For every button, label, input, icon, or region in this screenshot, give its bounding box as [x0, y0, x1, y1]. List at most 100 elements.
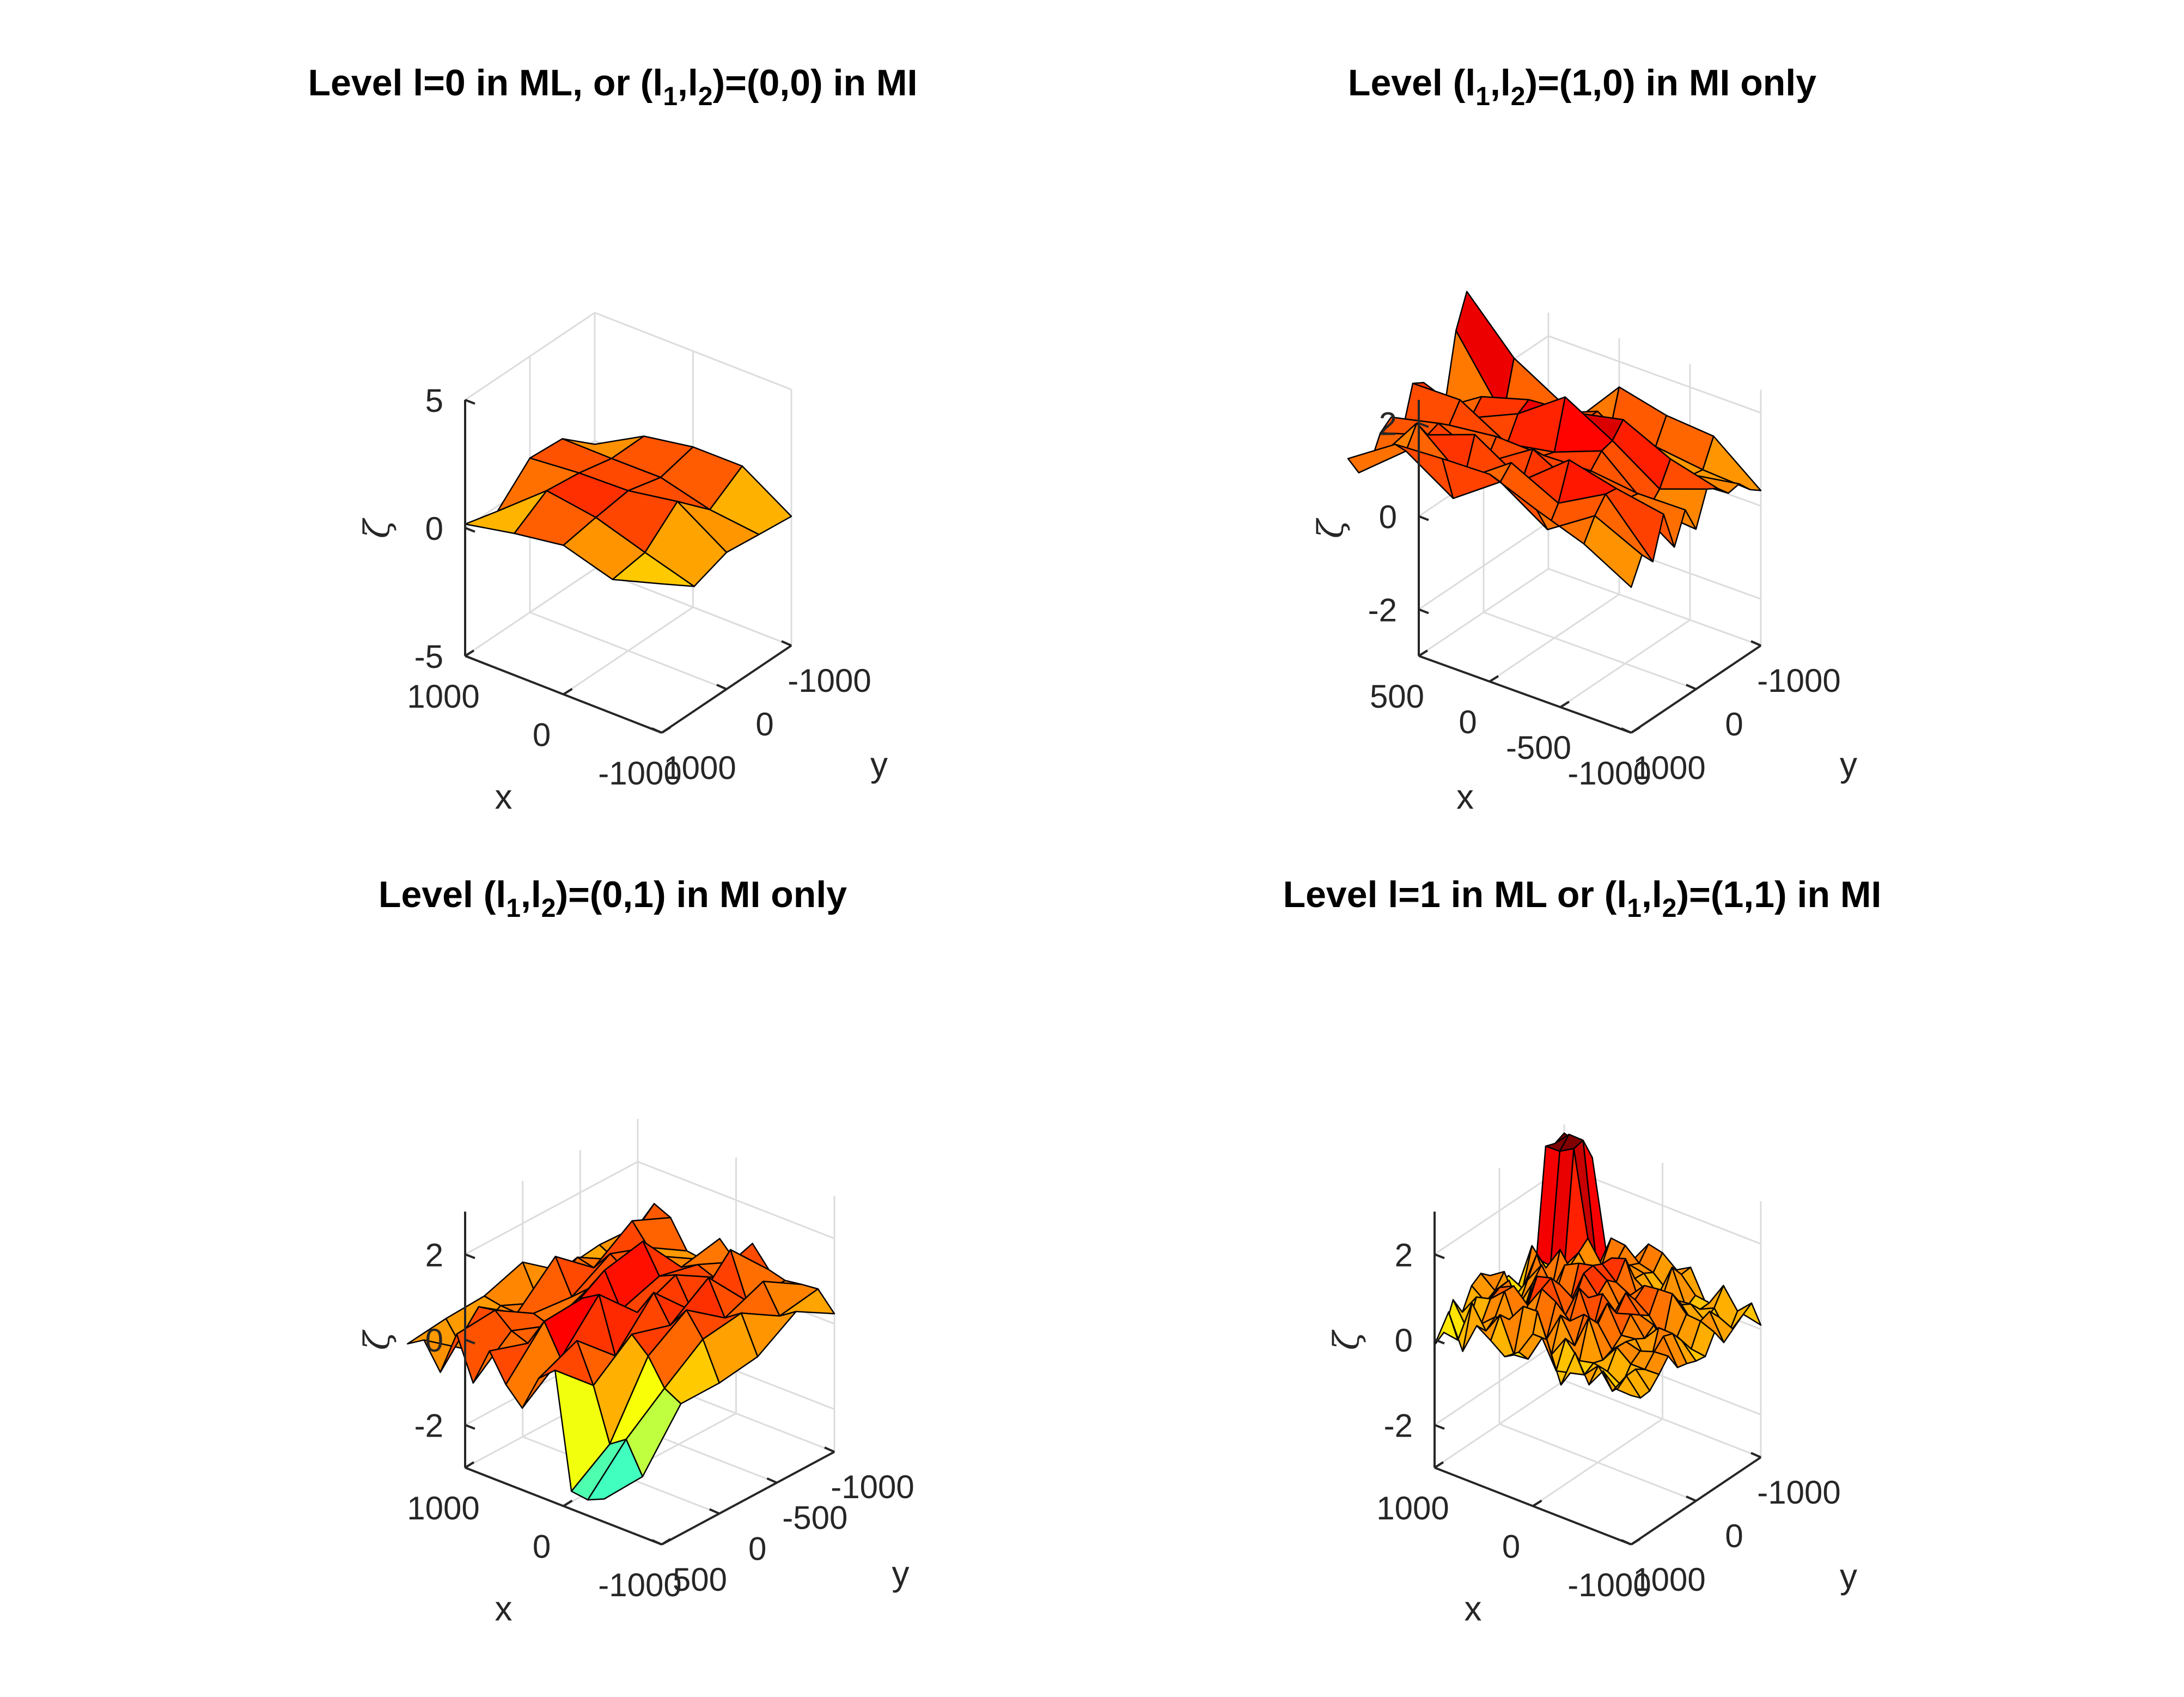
surface-patch [1583, 515, 1643, 588]
surface [407, 1203, 835, 1501]
z-tick-label: -2 [1368, 592, 1397, 629]
z-tick [1434, 1253, 1445, 1260]
y-axis-line [661, 1451, 835, 1546]
x-tick-label: -1000 [1567, 1567, 1651, 1603]
y-tick-label: 0 [748, 1530, 766, 1567]
x-tick [464, 1461, 475, 1469]
x-tick [661, 1538, 672, 1546]
y-tick [651, 727, 662, 734]
x-tick [1630, 726, 1641, 734]
y-tick [1750, 640, 1761, 647]
title-sub2: 2 [541, 894, 556, 923]
z-tick [1434, 1339, 1445, 1345]
x-tick-label: -1000 [598, 1567, 681, 1603]
x-tick-label: 0 [533, 1529, 551, 1565]
y-tick [1621, 1539, 1632, 1546]
x-tick-label: 0 [1502, 1529, 1520, 1565]
x-tick-label: 0 [533, 717, 551, 753]
x-tick [563, 1499, 573, 1507]
z-tick-label: 0 [1379, 499, 1397, 536]
y-axis-label: y [1840, 745, 1857, 784]
y-tick-label: -1000 [1757, 662, 1840, 699]
x-tick-label: 1000 [1376, 1490, 1449, 1526]
y-tick [1686, 684, 1697, 690]
z-tick-label: 2 [1379, 406, 1397, 442]
z-tick [465, 1424, 475, 1430]
y-tick-label: 0 [1725, 1518, 1743, 1554]
y-tick-label: 0 [1725, 706, 1743, 743]
y-axis-label: y [1840, 1556, 1857, 1596]
title-mid: ,l [678, 62, 698, 104]
y-tick-label: 500 [673, 1561, 727, 1598]
title-tail: )=(1,0) in MI only [1525, 62, 1816, 104]
x-tick [1433, 1461, 1444, 1469]
y-gridline [1498, 1168, 1697, 1502]
y-tick-label: -1000 [831, 1469, 914, 1505]
z-tick [465, 655, 475, 661]
subplot-title: Level (l1,l2)=(1,0) in MI only [1348, 62, 1816, 111]
subplot-title: Level l=1 in ML or (l1,l2)=(1,1) in MI [1283, 874, 1882, 923]
title-main: Level l=1 in ML or (l [1283, 874, 1627, 915]
title-sub1: 1 [1475, 82, 1490, 111]
z-tick [1434, 1424, 1445, 1430]
x-tick [1418, 649, 1429, 657]
z-axis-label: ζ [1327, 1329, 1367, 1350]
y-tick [1686, 1495, 1697, 1502]
y-tick [824, 1446, 835, 1453]
title-tail: )=(0,1) in MI only [556, 874, 847, 915]
surface [1347, 290, 1762, 588]
x-tick [1559, 701, 1570, 708]
z-tick-label: 5 [425, 382, 443, 419]
z-axis-label: ζ [357, 1329, 398, 1350]
title-sub1: 1 [506, 894, 521, 923]
y-tick [781, 640, 792, 647]
y-tick-label: -1000 [788, 662, 871, 699]
surface-patch [612, 551, 695, 587]
x-axis-label: x [495, 777, 513, 817]
x-axis-label: x [495, 1589, 513, 1628]
x-tick-label: 500 [1370, 678, 1424, 715]
title-sub1: 1 [1627, 894, 1642, 923]
y-tick [1750, 1452, 1761, 1458]
y-gridline [529, 356, 727, 690]
z-tick-label: 0 [425, 510, 443, 547]
z-tick [465, 1253, 475, 1260]
y-tick-label: 1000 [663, 750, 736, 786]
z-tick-label: 2 [425, 1237, 443, 1273]
z-tick-label: -2 [414, 1408, 443, 1444]
subplot-title: Level l=0 in ML, or (l1,l2)=(0,0) in MI [308, 62, 918, 111]
title-sub2: 2 [698, 82, 713, 111]
z-axis-label: ζ [357, 518, 398, 538]
title-sub2: 2 [1511, 82, 1526, 111]
title-sub1: 1 [663, 82, 678, 111]
z-tick [465, 1339, 475, 1345]
x-tick [661, 726, 672, 734]
surface [464, 435, 792, 587]
z-tick [1418, 608, 1429, 615]
x-axis-label: x [1456, 777, 1474, 817]
x-tick [1630, 1538, 1641, 1546]
surface-patch [587, 1438, 644, 1501]
surface [1433, 1132, 1762, 1399]
z-tick-label: -5 [414, 638, 443, 675]
title-sub2: 2 [1662, 894, 1677, 923]
surface-patch [1616, 1375, 1642, 1399]
x-tick [1488, 675, 1499, 683]
subplot-title: Level (l1,l2)=(0,1) in MI only [379, 874, 847, 923]
y-tick [716, 684, 727, 690]
x-tick-label: 1000 [407, 678, 479, 715]
z-axis-label: ζ [1311, 518, 1351, 538]
z-tick [1418, 515, 1429, 521]
y-tick [709, 1508, 720, 1515]
title-main: Level (l [1348, 62, 1475, 104]
x-tick [464, 649, 475, 657]
y-tick-label: -1000 [1757, 1474, 1840, 1511]
y-tick-label: -500 [782, 1500, 847, 1536]
